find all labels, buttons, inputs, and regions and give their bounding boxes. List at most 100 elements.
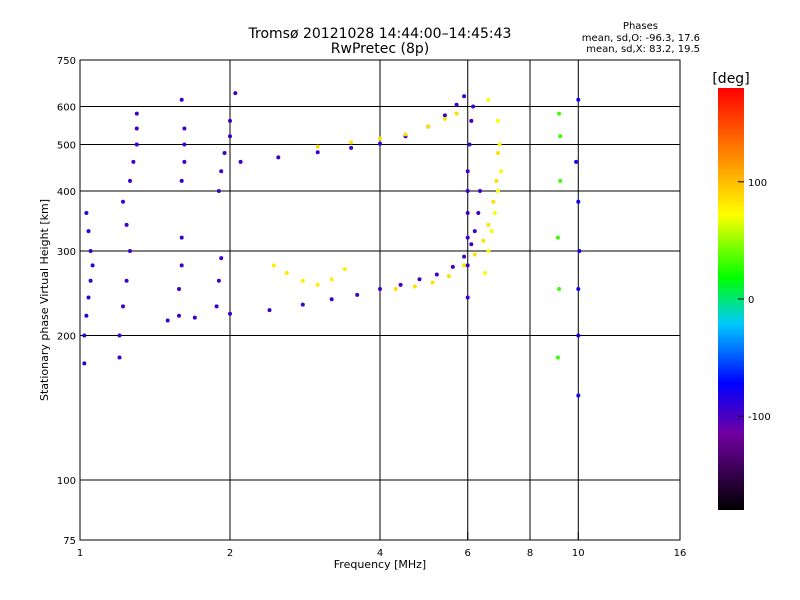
x-tick-label: 2 (227, 548, 233, 559)
x-tick-label: 10 (572, 548, 585, 559)
y-tick-label: 400 (57, 187, 76, 198)
data-point (378, 287, 382, 291)
y-tick-label: 75 (63, 536, 76, 547)
data-point (472, 252, 477, 257)
axis-ticks: 1 2 4 6 8 10 16 75 100 200 300 400 500 600 750 (57, 56, 686, 559)
data-point (446, 274, 451, 279)
data-point (300, 278, 305, 283)
data-point (412, 284, 417, 289)
phase-x-stats-text: mean, sd,X: 83.2, 19.5 (586, 44, 700, 55)
data-point (117, 333, 122, 338)
x-tick-label: 8 (527, 548, 533, 559)
data-point (472, 229, 477, 234)
data-point (483, 271, 488, 275)
data-point (284, 271, 289, 275)
data-point (442, 113, 447, 118)
data-point (300, 302, 305, 307)
data-point (134, 142, 139, 147)
data-point (577, 249, 582, 253)
data-point (271, 263, 276, 268)
colorbar-label: [deg] (712, 71, 749, 87)
data-point (442, 117, 447, 121)
data-point (124, 278, 129, 283)
data-point (378, 141, 382, 146)
data-point (491, 199, 496, 204)
y-tick-label: 600 (57, 103, 76, 114)
data-point (454, 111, 459, 116)
data-point (478, 189, 482, 193)
y-tick-label: 100 (57, 476, 76, 487)
y-tick-label: 300 (57, 247, 76, 258)
data-point (465, 211, 470, 215)
data-point (349, 140, 354, 145)
data-point (128, 249, 132, 253)
data-point (238, 159, 243, 164)
data-point (182, 159, 187, 164)
data-point (82, 361, 87, 366)
data-point (486, 249, 491, 253)
x-axis-label: Frequency [MHz] (334, 558, 426, 571)
data-point (128, 178, 132, 183)
data-point (393, 287, 398, 291)
data-point (222, 151, 227, 155)
data-point (465, 189, 470, 193)
colorbar-tick-label: -100 (748, 412, 771, 423)
data-point (465, 235, 470, 240)
data-point (486, 97, 491, 102)
data-point (88, 249, 93, 253)
data-point (342, 267, 347, 272)
data-point (179, 263, 184, 268)
grid (80, 60, 680, 540)
data-point (216, 278, 221, 283)
data-point (378, 136, 382, 141)
data-point (329, 297, 334, 302)
data-point (465, 263, 470, 268)
data-point (576, 97, 581, 102)
data-point (496, 118, 500, 123)
data-point (469, 118, 474, 123)
data-point (179, 235, 184, 240)
x-tick-label: 4 (377, 548, 383, 559)
data-point (476, 211, 481, 215)
data-point (454, 102, 459, 107)
data-point (228, 118, 232, 123)
data-point (216, 189, 221, 193)
data-point (469, 242, 474, 247)
phases-heading-text: Phases (622, 21, 658, 32)
data-point (177, 287, 181, 291)
data-point (349, 145, 354, 150)
data-point (165, 318, 170, 323)
data-point (465, 295, 470, 300)
phase-o-stats-text: mean, sd,O: -96.3, 17.6 (581, 33, 700, 44)
data-point (555, 355, 560, 360)
data-point (192, 315, 197, 320)
data-point (88, 278, 93, 283)
data-point (471, 104, 476, 109)
data-point (121, 199, 125, 204)
colorbar-ticks: -100 0 100 (738, 178, 771, 423)
data-point (499, 169, 504, 174)
data-point (494, 178, 499, 183)
data-point (462, 94, 467, 99)
data-point (574, 159, 579, 164)
data-point (467, 142, 472, 147)
data-point (426, 124, 431, 129)
data-point (84, 313, 89, 318)
data-point (134, 111, 139, 116)
data-point (557, 287, 562, 291)
data-point (233, 91, 238, 96)
data-point (558, 134, 563, 139)
data-point (492, 211, 497, 215)
data-point (134, 126, 139, 131)
data-point (177, 313, 181, 318)
data-point (121, 304, 125, 309)
x-tick-label: 6 (465, 548, 471, 559)
data-points (82, 91, 582, 398)
data-point (576, 287, 581, 291)
chart-title: Tromsø 20121028 14:44:00–14:45:43 (248, 26, 512, 42)
data-point (219, 169, 224, 174)
data-point (315, 144, 320, 149)
data-point (182, 126, 187, 131)
